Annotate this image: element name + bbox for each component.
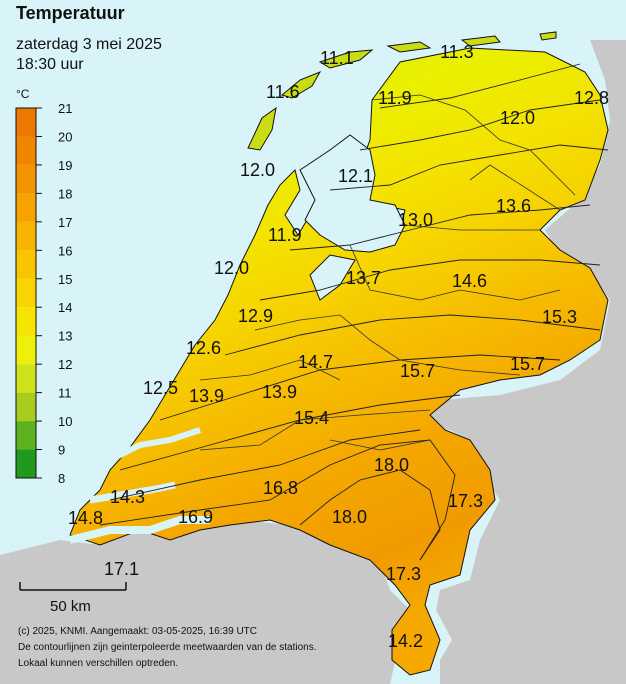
station-value: 13.9 — [262, 382, 297, 402]
haringvliet — [108, 427, 201, 463]
scale-bar-label: 50 km — [50, 598, 91, 615]
legend-tick-label: 21 — [58, 101, 72, 116]
legend-swatch — [16, 136, 36, 165]
province-borders — [199, 94, 576, 451]
station-value: 17.3 — [448, 491, 483, 511]
station-value: 15.4 — [294, 408, 329, 428]
station-value: 15.3 — [542, 307, 577, 327]
station-value: 16.9 — [178, 507, 213, 527]
legend-swatch — [16, 392, 36, 422]
station-value: 12.6 — [186, 338, 221, 358]
station-value: 13.6 — [496, 196, 531, 216]
legend-swatch — [16, 193, 36, 222]
legend-tick-label: 12 — [58, 357, 72, 372]
station-value: 12.5 — [143, 378, 178, 398]
station-value: 12.0 — [240, 160, 275, 180]
legend-swatches — [15, 107, 37, 479]
legend-tick-label: 16 — [58, 243, 72, 258]
station-value: 12.8 — [574, 88, 609, 108]
legend-swatch — [16, 221, 36, 251]
terschelling-island — [318, 49, 374, 69]
oosterschelde — [89, 481, 176, 504]
belgium-area — [0, 520, 410, 684]
legend-swatch — [16, 421, 36, 450]
station-value: 18.0 — [332, 507, 367, 527]
legend-colorbar: °C 8 9 10 11 12 13 14 15 16 17 18 19 20 21 — [15, 87, 72, 486]
legend-swatch — [16, 108, 36, 137]
texel-island — [247, 106, 277, 151]
legend-swatch — [16, 250, 36, 279]
station-value: 17.1 — [104, 559, 139, 579]
station-value: 14.2 — [388, 631, 423, 651]
station-value: 16.8 — [263, 478, 298, 498]
legend-ticks: 8 9 10 11 12 13 14 15 16 17 18 19 20 21 — [36, 101, 72, 486]
scale-bar — [19, 582, 127, 591]
legend-tick-label: 11 — [58, 386, 72, 401]
credits-line-copyright: (c) 2025, KNMI. Aangemaakt: 03-05-2025, … — [18, 626, 258, 637]
legend-swatch — [16, 278, 36, 308]
legend-tick-label: 14 — [58, 300, 72, 315]
legend-tick-label: 9 — [58, 443, 65, 458]
vlieland-island — [280, 71, 322, 99]
station-value: 11.6 — [266, 82, 300, 102]
station-value: 13.7 — [346, 268, 381, 288]
schiermonnikoog-island — [460, 35, 501, 47]
station-value: 12.0 — [500, 108, 535, 128]
legend-swatch — [16, 307, 36, 336]
map-time: 18:30 uur — [16, 56, 84, 73]
legend-tick-label: 15 — [58, 272, 72, 287]
station-value: 12.9 — [238, 306, 273, 326]
legend-unit: °C — [16, 87, 30, 101]
station-value: 14.3 — [110, 487, 145, 507]
germany-area — [420, 40, 626, 684]
station-value: 11.9 — [268, 225, 302, 245]
station-value: 12.1 — [338, 166, 373, 186]
station-value: 12.0 — [214, 258, 249, 278]
legend-frame — [15, 107, 37, 479]
map-title: Temperatuur — [16, 3, 125, 23]
markermeer — [309, 254, 356, 301]
station-value: 13.9 — [189, 386, 224, 406]
station-value: 15.7 — [510, 354, 545, 374]
legend-tick-label: 8 — [58, 471, 65, 486]
credits-line-contours: De contourlijnen zijn geinterpoleerde me… — [18, 642, 317, 653]
rottumeroog-island — [539, 31, 557, 41]
station-value: 11.1 — [320, 48, 354, 68]
legend-swatch — [16, 449, 36, 478]
credits-block: (c) 2025, KNMI. Aangemaakt: 03-05-2025, … — [18, 624, 317, 672]
legend-swatch — [16, 164, 36, 194]
station-value: 15.7 — [400, 361, 435, 381]
legend-tick-label: 18 — [58, 186, 72, 201]
station-value: 17.3 — [386, 564, 421, 584]
station-labels: 11.1 11.3 11.6 11.9 12.8 12.0 12.0 12.1 13.0 13.6… — [68, 42, 609, 651]
ameland-island — [386, 41, 432, 53]
legend-swatch — [16, 364, 36, 393]
westerschelde — [69, 516, 210, 544]
station-value: 11.3 — [440, 42, 474, 62]
legend-tick-label: 19 — [58, 158, 72, 173]
station-value: 18.0 — [374, 455, 409, 475]
station-value: 13.0 — [398, 210, 433, 230]
legend-tick-label: 10 — [58, 414, 72, 429]
legend-tick-label: 13 — [58, 329, 72, 344]
station-value: 14.8 — [68, 508, 103, 528]
station-value: 11.9 — [378, 88, 412, 108]
station-value: 14.7 — [298, 352, 333, 372]
legend-swatch — [16, 335, 36, 365]
legend-tick-label: 17 — [58, 215, 72, 230]
credits-line-local: Lokaal kunnen verschillen optreden. — [18, 658, 179, 669]
legend-tick-label: 20 — [58, 129, 72, 144]
map-date: zaterdag 3 mei 2025 — [16, 36, 162, 53]
station-value: 14.6 — [452, 271, 487, 291]
